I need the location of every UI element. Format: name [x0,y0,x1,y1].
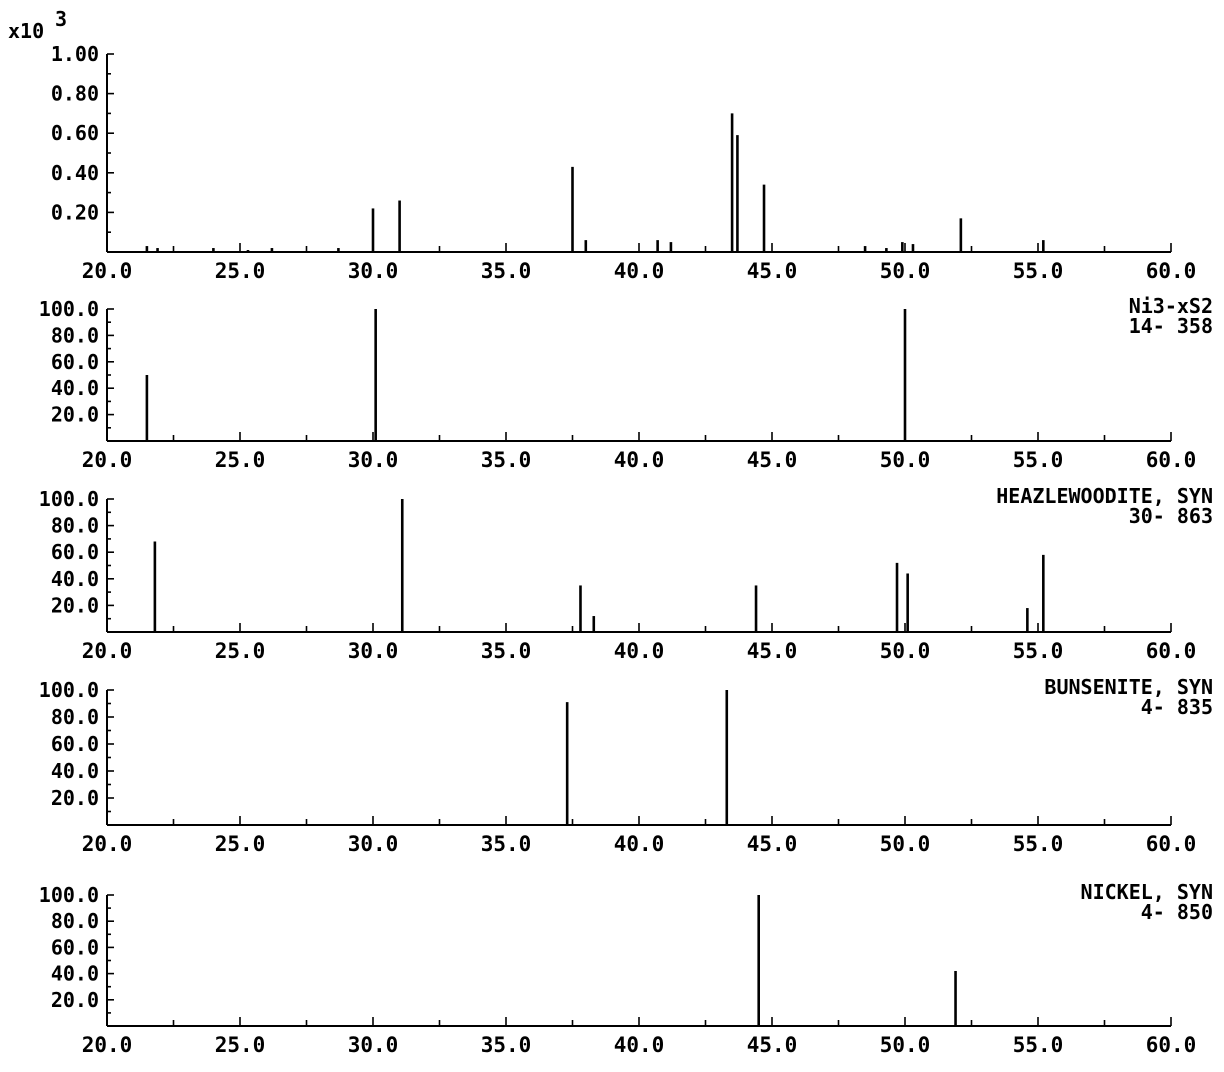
y-tick-label: 100.0 [39,883,99,907]
y-tick-label: 40.0 [51,759,99,783]
x-tick-label: 40.0 [614,639,665,663]
x-tick-label: 25.0 [215,259,266,283]
x-tick-label: 60.0 [1146,259,1197,283]
x-tick-label: 35.0 [481,1033,532,1057]
x-tick-label: 20.0 [82,832,133,856]
x-tick-label: 30.0 [348,639,399,663]
y-tick-label: 60.0 [51,935,99,959]
x-tick-label: 40.0 [614,259,665,283]
x-tick-label: 35.0 [481,448,532,472]
y-tick-label: 60.0 [51,540,99,564]
y-tick-label: 20.0 [51,403,99,427]
x-tick-label: 20.0 [82,259,133,283]
x-tick-label: 55.0 [1013,832,1064,856]
x-tick-label: 40.0 [614,1033,665,1057]
x-tick-label: 30.0 [348,448,399,472]
x-tick-label: 45.0 [747,832,798,856]
x-tick-label: 45.0 [747,259,798,283]
x-tick-label: 20.0 [82,639,133,663]
x-tick-label: 40.0 [614,448,665,472]
y-tick-label: 100.0 [39,678,99,702]
x-tick-label: 45.0 [747,639,798,663]
y-tick-label: 0.80 [51,82,99,106]
x-tick-label: 30.0 [348,259,399,283]
y-tick-label: 1.00 [51,42,99,66]
x-tick-label: 25.0 [215,1033,266,1057]
y-tick-label: 100.0 [39,487,99,511]
y-tick-label: 40.0 [51,376,99,400]
pdf-card-label: 4- 835 [1141,695,1213,719]
x-tick-label: 45.0 [747,1033,798,1057]
y-tick-label: 40.0 [51,567,99,591]
x-tick-label: 50.0 [880,832,931,856]
x-tick-label: 25.0 [215,639,266,663]
phase-name-label: Ni3-xS2 [1129,294,1213,318]
y-tick-label: 20.0 [51,786,99,810]
x-tick-label: 35.0 [481,832,532,856]
x-tick-label: 35.0 [481,259,532,283]
x-tick-label: 55.0 [1013,259,1064,283]
y-tick-label: 0.40 [51,161,99,185]
y-tick-label: 80.0 [51,323,99,347]
x-tick-label: 20.0 [82,1033,133,1057]
chart-panel-2: 20.0 25.0 30.0 35.0 40.0 45.0 50.0 55.0 60.0 20.0… [39,294,1213,472]
x-tick-label: 55.0 [1013,1033,1064,1057]
x-tick-label: 60.0 [1146,639,1197,663]
x-tick-label: 60.0 [1146,448,1197,472]
pdf-card-label: 30- 863 [1129,504,1213,528]
x-tick-label: 25.0 [215,448,266,472]
y-tick-label: 20.0 [51,593,99,617]
x-tick-label: 50.0 [880,448,931,472]
x-tick-label: 55.0 [1013,639,1064,663]
chart-panel-5: 20.0 25.0 30.0 35.0 40.0 45.0 50.0 55.0 60.0 20.0… [39,880,1213,1057]
x-tick-label: 60.0 [1146,832,1197,856]
y-multiplier-label: x10 [8,19,44,43]
chart-panel-3: 20.0 25.0 30.0 35.0 40.0 45.0 50.0 55.0 60.0 20.0… [39,484,1213,663]
x-tick-label: 55.0 [1013,448,1064,472]
y-tick-label: 20.0 [51,988,99,1012]
y-tick-label: 80.0 [51,514,99,538]
x-tick-label: 45.0 [747,448,798,472]
phase-name-label: NICKEL, SYN [1081,880,1213,904]
y-tick-label: 0.60 [51,121,99,145]
x-tick-label: 50.0 [880,1033,931,1057]
x-tick-label: 30.0 [348,832,399,856]
x-tick-label: 35.0 [481,639,532,663]
y-tick-label: 60.0 [51,732,99,756]
pdf-card-label: 4- 850 [1141,900,1213,924]
y-tick-label: 80.0 [51,909,99,933]
phase-name-label: HEAZLEWOODITE, SYN [996,484,1213,508]
chart-panel-4: 20.0 25.0 30.0 35.0 40.0 45.0 50.0 55.0 60.0 20.0… [39,675,1213,856]
x-tick-label: 20.0 [82,448,133,472]
y-tick-label: 0.20 [51,200,99,224]
x-tick-label: 50.0 [880,259,931,283]
y-tick-label: 60.0 [51,350,99,374]
y-multiplier-exponent: 3 [55,7,67,31]
y-tick-label: 100.0 [39,297,99,321]
x-tick-label: 50.0 [880,639,931,663]
chart-panel-1: 20.0 25.0 30.0 35.0 40.0 45.0 50.0 55.0 60.0 0.20… [8,7,1196,283]
phase-name-label: BUNSENITE, SYN [1044,675,1213,699]
pdf-card-label: 14- 358 [1129,314,1213,338]
y-tick-label: 40.0 [51,962,99,986]
x-tick-label: 25.0 [215,832,266,856]
y-tick-label: 80.0 [51,705,99,729]
x-tick-label: 60.0 [1146,1033,1197,1057]
x-tick-label: 30.0 [348,1033,399,1057]
x-tick-label: 40.0 [614,832,665,856]
